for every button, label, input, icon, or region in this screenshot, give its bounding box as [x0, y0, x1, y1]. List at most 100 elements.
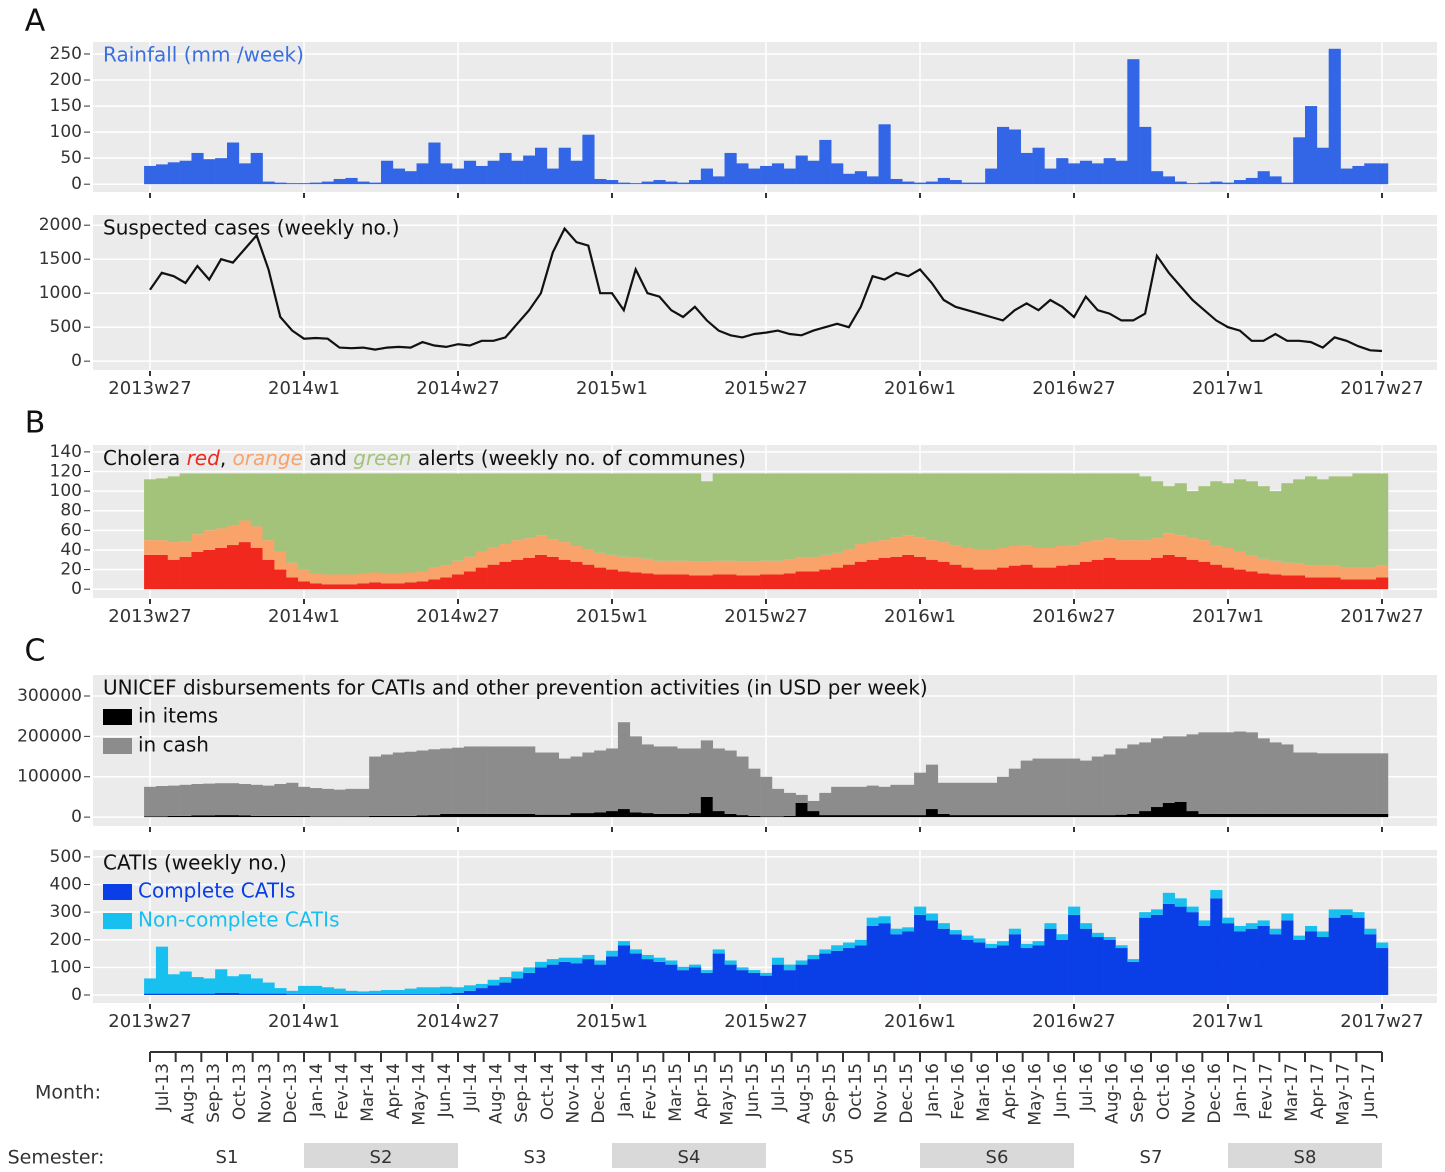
bar-segment: [760, 473, 773, 561]
legend-swatch: [103, 913, 132, 929]
bar-segment: [1316, 931, 1329, 937]
bar-segment: [606, 950, 619, 957]
bar-segment: [878, 916, 891, 924]
y-tick-label: 300000: [17, 686, 82, 706]
bar-segment: [653, 560, 666, 575]
bar: [1020, 152, 1033, 185]
bar-segment: [700, 561, 713, 576]
bar-segment: [617, 571, 631, 590]
bar-segment: [712, 560, 725, 575]
bar-segment: [783, 473, 796, 560]
bar-segment: [1257, 573, 1270, 590]
bar-segment: [1305, 925, 1318, 932]
bar-segment: [819, 953, 832, 995]
bar: [843, 173, 856, 185]
month-label: Fev-15: [641, 1063, 661, 1120]
bar-segment: [902, 535, 915, 555]
bar-segment: [1293, 752, 1306, 814]
bar: [452, 168, 465, 185]
bar-segment: [463, 556, 477, 572]
month-label: Apr-14: [384, 1063, 404, 1119]
bar-segment: [914, 473, 927, 538]
bar-segment: [227, 473, 240, 526]
bar-segment: [724, 813, 737, 818]
bar-segment: [712, 811, 725, 818]
y-tick-label: 200: [50, 70, 82, 90]
month-label: Sep-14: [512, 1063, 532, 1123]
y-tick-label: 20: [60, 560, 82, 580]
month-label: Sep-15: [820, 1063, 840, 1123]
bar-segment: [440, 813, 453, 818]
bar-segment: [689, 748, 702, 814]
legend-label: in cash: [138, 733, 209, 757]
bar-segment: [748, 972, 761, 995]
bar-segment: [1056, 939, 1069, 995]
x-tick-label: 2014w1: [268, 606, 340, 627]
bar-segment: [167, 993, 180, 995]
y-tick-label: 50: [60, 148, 82, 168]
bar-segment: [1162, 892, 1175, 904]
bar-segment: [1305, 565, 1318, 578]
bar-segment: [499, 982, 512, 995]
bar-segment: [878, 815, 891, 818]
bar-segment: [985, 782, 998, 816]
bar-segment: [262, 785, 275, 816]
bar-segment: [866, 559, 879, 590]
bar-segment: [1008, 546, 1021, 566]
bar-segment: [475, 983, 488, 989]
bar: [1008, 129, 1021, 185]
month-label: Dec-16: [1205, 1063, 1225, 1124]
bar-segment: [404, 473, 417, 573]
bar-segment: [191, 815, 204, 818]
bar: [1091, 163, 1104, 185]
bar-segment: [1044, 815, 1057, 818]
bar-segment: [819, 554, 832, 570]
bar-segment: [748, 473, 761, 562]
bar-segment: [1281, 575, 1294, 590]
bar-segment: [843, 564, 856, 590]
bar-segment: [1198, 561, 1211, 590]
bar: [546, 168, 559, 185]
bar-segment: [381, 990, 394, 995]
bar-segment: [1340, 914, 1353, 995]
bar: [677, 182, 690, 185]
bar-segment: [736, 575, 749, 590]
bar-segment: [1316, 565, 1329, 578]
bar-segment: [1079, 473, 1093, 543]
legend-label: Non-complete CATIs: [138, 908, 340, 932]
bar-segment: [795, 557, 808, 572]
bar-segment: [1210, 898, 1223, 995]
bar-segment: [238, 520, 251, 543]
bar-segment: [1162, 533, 1175, 555]
bar-segment: [1162, 802, 1175, 818]
bar-segment: [191, 977, 204, 994]
bar-segment: [1151, 738, 1164, 808]
bar-segment: [1068, 815, 1081, 818]
bar-segment: [890, 473, 903, 538]
bar-segment: [1293, 563, 1306, 576]
bar-segment: [665, 560, 678, 575]
bar-segment: [1044, 758, 1057, 816]
bar: [203, 159, 216, 185]
bar-segment: [381, 754, 394, 816]
bar-segment: [1281, 562, 1294, 576]
bar-segment: [369, 582, 382, 590]
bar-segment: [1139, 912, 1152, 918]
bar-segment: [274, 993, 287, 995]
bar-segment: [606, 811, 619, 818]
bar-segment: [321, 816, 334, 818]
bar-segment: [167, 785, 180, 816]
legend-swatch: [103, 738, 132, 754]
bar-segment: [167, 974, 180, 994]
bar: [617, 182, 631, 185]
bar-segment: [215, 969, 228, 993]
bar: [795, 155, 808, 185]
bar-segment: [1044, 473, 1057, 548]
title-part: red: [187, 446, 221, 470]
bar-segment: [760, 975, 773, 995]
bar-segment: [1151, 909, 1164, 915]
y-tick-label: 140: [50, 442, 82, 462]
bar-segment: [1115, 948, 1128, 995]
bar-segment: [203, 783, 216, 816]
month-label: Sep-16: [1128, 1063, 1148, 1123]
